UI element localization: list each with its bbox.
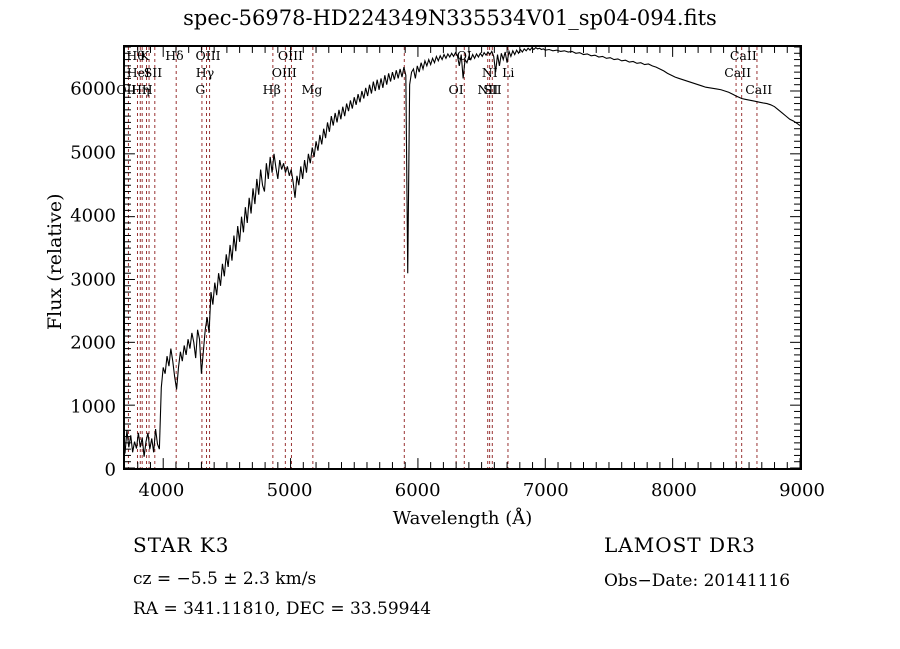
redshift-velocity: cz = −5.5 ± 2.3 km/s <box>133 569 317 589</box>
x-axis-ticks: 4000 5000 6000 7000 8000 9000 <box>123 480 825 504</box>
coordinates: RA = 341.11810, DEC = 33.59944 <box>133 599 432 619</box>
spectral-line-label: G <box>195 82 206 97</box>
spectral-line-label: OIII <box>277 48 303 63</box>
spectral-line-label: Hθ <box>126 48 145 63</box>
x-tick-label: 7000 <box>522 480 569 501</box>
spectral-line-label: NI <box>481 65 498 80</box>
object-class: STAR K3 <box>133 533 230 557</box>
spectral-line-label: SII <box>143 65 163 80</box>
x-tick-label: 5000 <box>266 480 313 501</box>
spectral-line-label: CaII <box>729 48 757 63</box>
y-tick-label: 3000 <box>70 269 116 291</box>
spectrum-svg <box>125 47 800 468</box>
spectral-line-label: Li <box>502 65 515 80</box>
metadata-left: STAR K3 cz = −5.5 ± 2.3 km/s RA = 341.11… <box>133 533 431 619</box>
axis-tick-marks <box>125 47 800 468</box>
spectral-line-label: OI <box>456 48 472 63</box>
spectral-line-label: OII <box>116 82 137 97</box>
x-axis-label: Wavelength (Å) <box>392 508 533 529</box>
spectral-line-label: Mg <box>301 82 323 97</box>
y-tick-label: 6000 <box>70 78 116 100</box>
observation-date: Obs−Date: 20141116 <box>604 571 791 591</box>
spectral-line-label: SII <box>483 82 502 97</box>
spectral-line-label: Hδ <box>165 48 184 63</box>
spectral-line-label: NII <box>477 82 499 97</box>
x-tick-label: 6000 <box>394 480 441 501</box>
spectral-line-label: HeI <box>126 65 150 80</box>
spectral-line-label: H <box>141 82 153 97</box>
spectral-line-label: CaII <box>745 82 773 97</box>
survey-name: LAMOST DR3 <box>604 533 756 557</box>
spectral-line-label: OIII <box>195 48 221 63</box>
y-tick-label: 1000 <box>70 396 116 418</box>
line-marker-group <box>128 47 757 468</box>
spectral-line-label: K <box>139 48 150 63</box>
spectral-line-label: Hγ <box>195 65 215 80</box>
y-tick-label: 2000 <box>70 332 116 354</box>
x-tick-label: 9000 <box>779 480 825 501</box>
y-tick-label: 0 <box>104 459 116 481</box>
x-tick-label: 8000 <box>650 480 697 501</box>
spectral-line-label: CaII <box>724 65 752 80</box>
page-title: spec-56978-HD224349N335534V01_sp04-094.f… <box>183 6 717 30</box>
x-tick-label: 4000 <box>138 480 185 501</box>
spectral-line-label: Hβ <box>262 82 281 97</box>
spectral-line-label: Hη <box>131 82 150 97</box>
y-tick-label: 4000 <box>70 205 116 227</box>
metadata-right: LAMOST DR3 Obs−Date: 20141116 <box>604 533 790 591</box>
spectrum-curve <box>125 48 800 457</box>
y-tick-label: 5000 <box>70 142 116 164</box>
spectral-line-label: OI <box>448 82 464 97</box>
spectral-line-label: OIII <box>271 65 297 80</box>
spectrum-plot-area <box>123 45 802 470</box>
y-axis-ticks: 0 1000 2000 3000 4000 5000 6000 <box>58 45 116 481</box>
